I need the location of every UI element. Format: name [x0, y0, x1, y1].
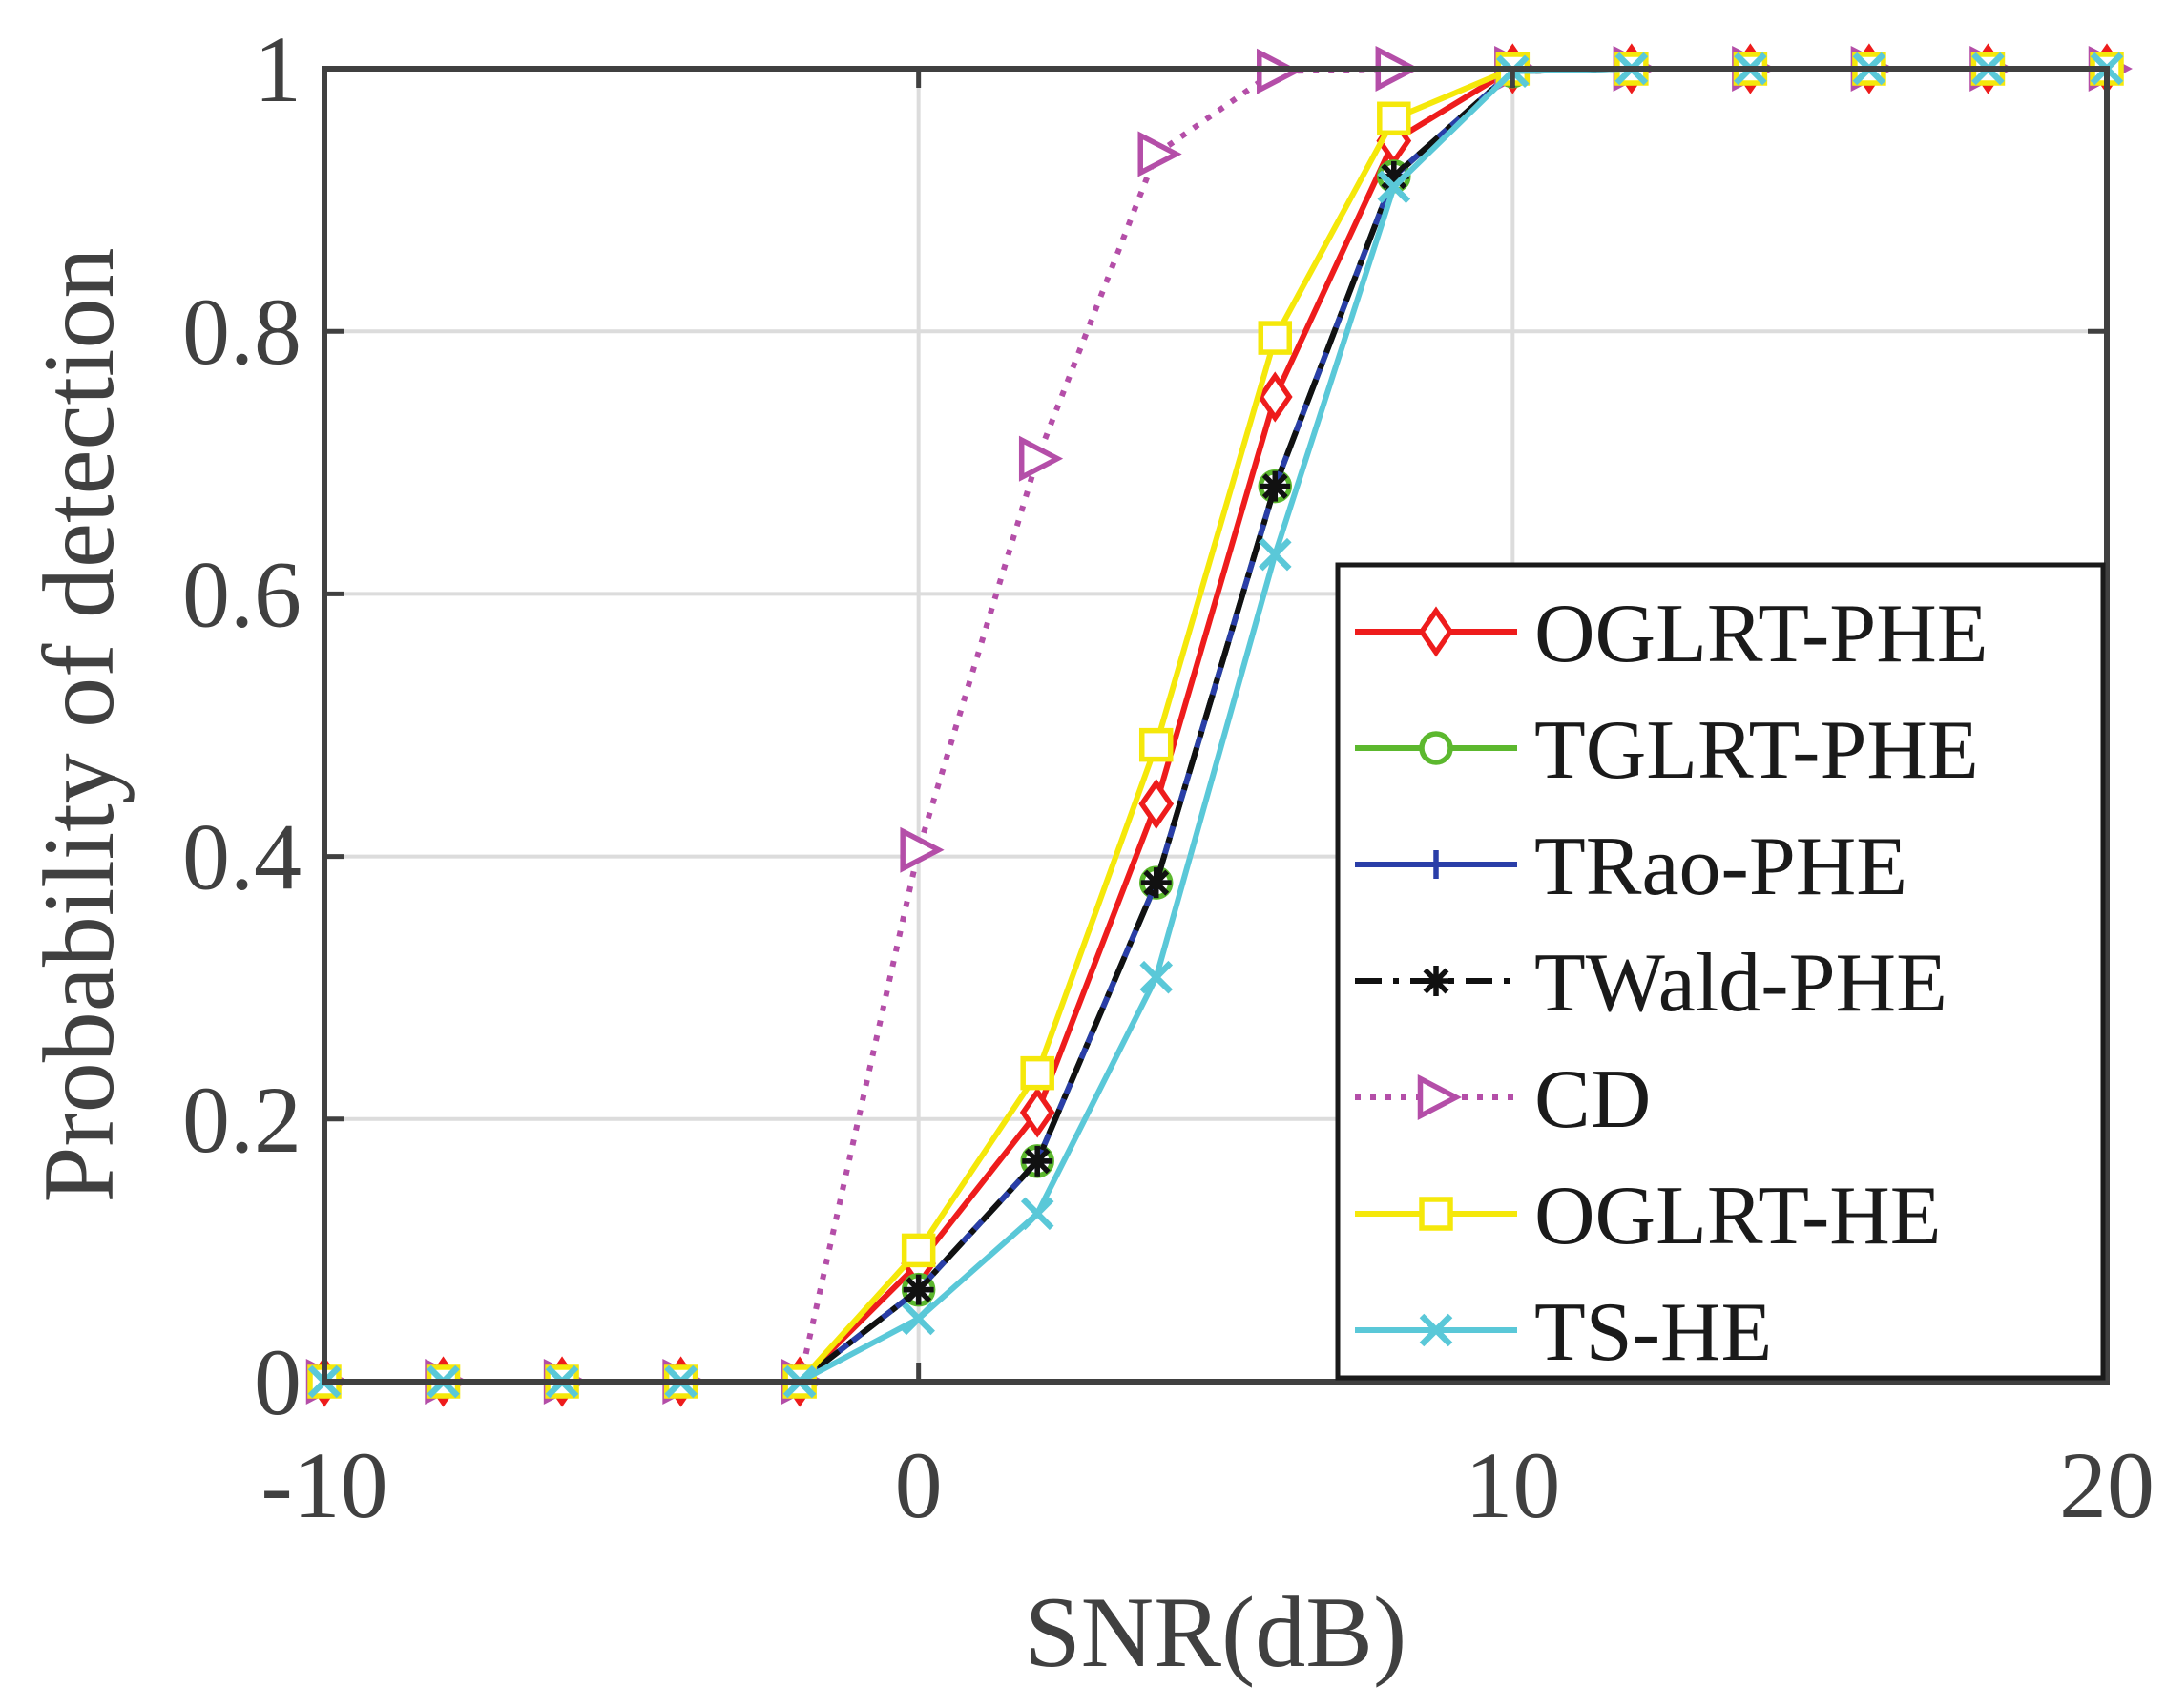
- data-point-oglrt-he: [1260, 323, 1289, 352]
- y-tick-label: 0.8: [182, 279, 302, 385]
- data-point-twald-phe: [1141, 867, 1172, 898]
- x-axis-label: SNR(dB): [1025, 1576, 1407, 1688]
- data-point-twald-phe: [904, 1275, 934, 1305]
- legend-label: TGLRT-PHE: [1534, 704, 1979, 797]
- x-tick-label: -10: [260, 1432, 387, 1538]
- legend-label: TS-HE: [1534, 1286, 1772, 1379]
- x-tick-label: 0: [895, 1432, 943, 1538]
- legend-label: TRao-PHE: [1534, 821, 1907, 913]
- x-tick-label: 20: [2059, 1432, 2155, 1538]
- y-tick-label: 0.2: [182, 1067, 302, 1173]
- legend-label: CD: [1534, 1053, 1651, 1146]
- legend-swatch-marker: [1421, 966, 1451, 996]
- y-tick-label: 0: [254, 1329, 302, 1435]
- detection-probability-chart: -10 0 10 2000.20.40.60.81 SNR(dB) Probabili…: [0, 0, 2166, 1708]
- y-axis-label: Probability of detection: [23, 248, 135, 1203]
- legend-label: OGLRT-HE: [1534, 1170, 1942, 1262]
- data-point-twald-phe: [1260, 471, 1290, 502]
- legend-swatch-marker: [1422, 1199, 1450, 1228]
- y-tick-label: 0.6: [182, 541, 302, 647]
- data-point-twald-phe: [1022, 1146, 1052, 1177]
- x-tick-label: 10: [1465, 1432, 1560, 1538]
- y-tick-label: 1: [254, 16, 302, 122]
- data-point-oglrt-he: [1380, 104, 1408, 133]
- legend-swatch-marker: [1422, 734, 1450, 762]
- data-point-oglrt-he: [1142, 731, 1171, 760]
- y-tick-label: 0.4: [182, 804, 302, 910]
- legend-label: TWald-PHE: [1534, 937, 1947, 1030]
- data-point-oglrt-he: [905, 1236, 933, 1264]
- legend: OGLRT-PHE TGLRT-PHE TRao-PHE TWald-PHE CD OGL…: [1338, 565, 2103, 1379]
- data-point-oglrt-he: [1023, 1059, 1052, 1088]
- legend-label: OGLRT-PHE: [1534, 588, 1989, 680]
